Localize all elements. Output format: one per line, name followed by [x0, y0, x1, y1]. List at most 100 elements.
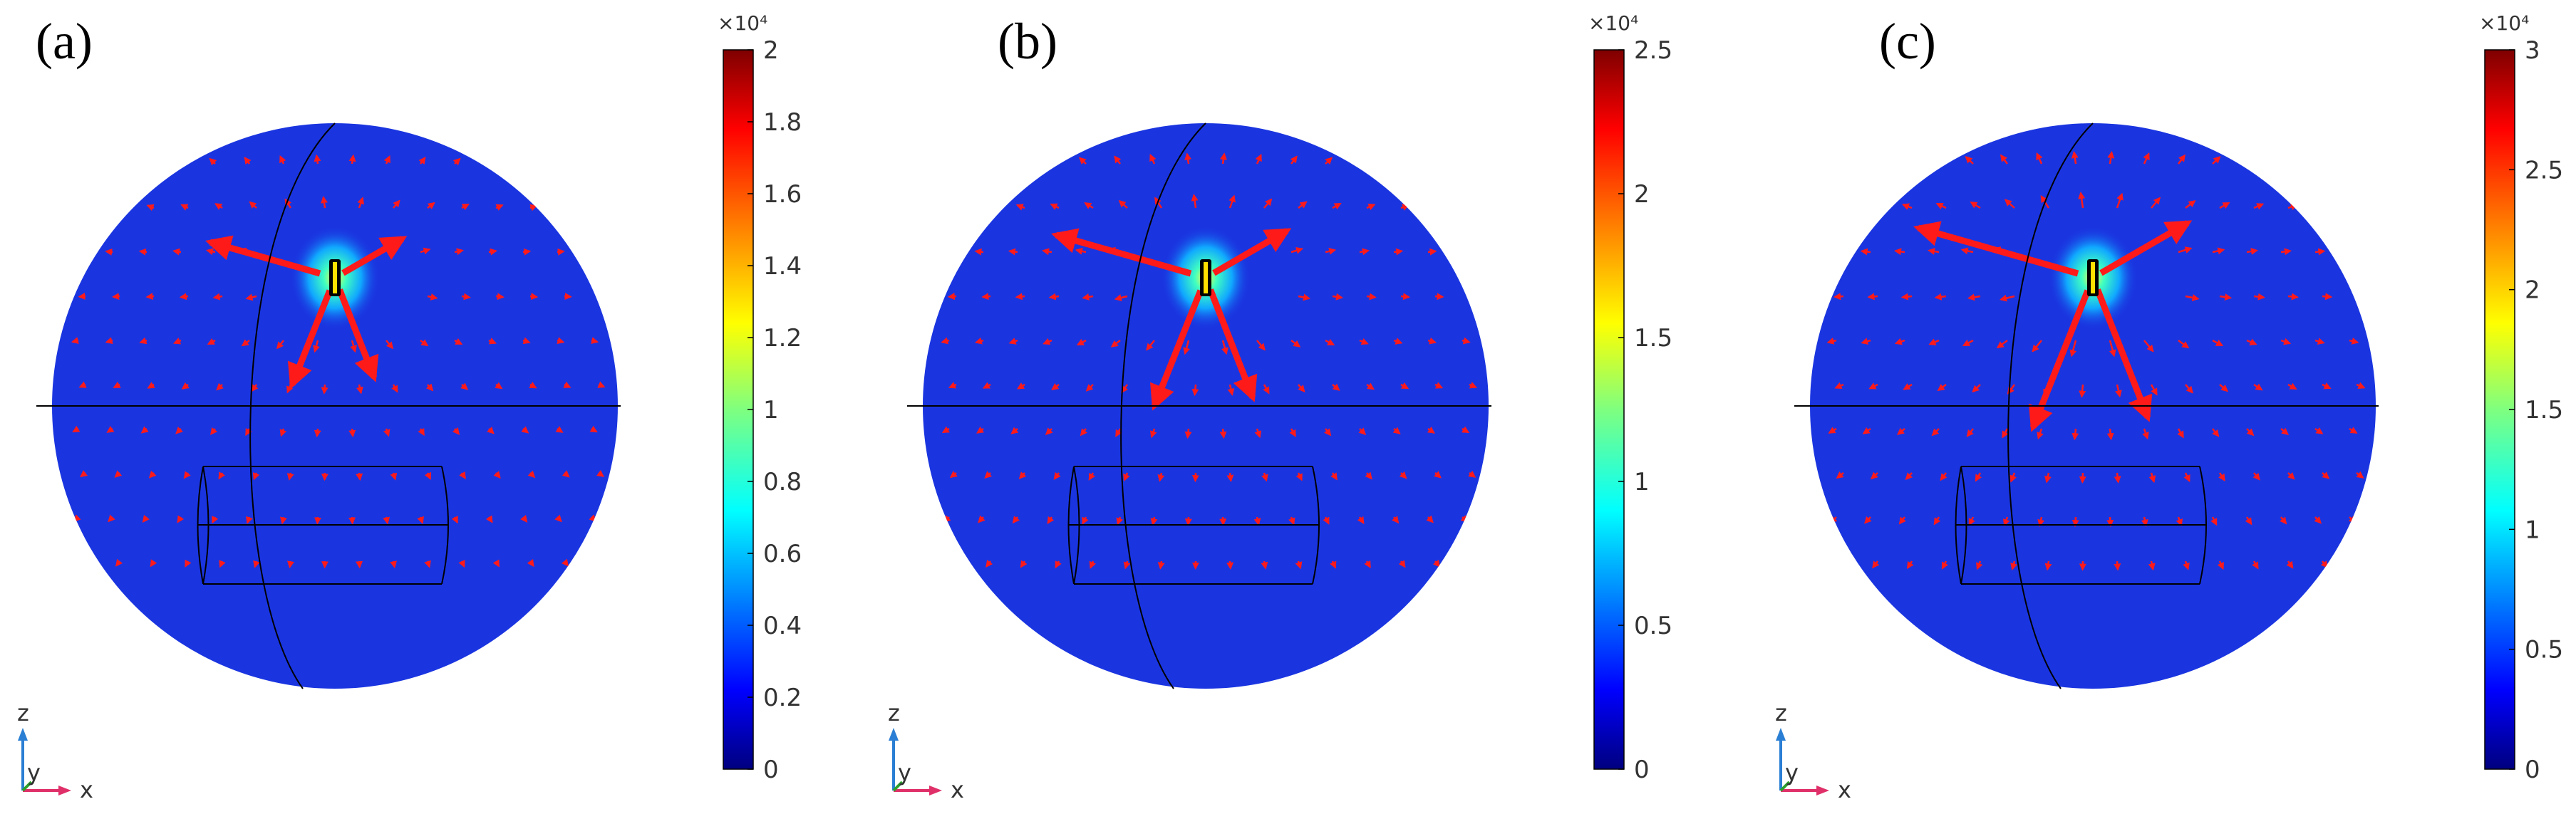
z-arrowhead: [889, 728, 899, 741]
field-arrow: [356, 384, 363, 395]
cylinder-outline: [1067, 466, 1320, 585]
field-arrow: [2246, 428, 2255, 437]
y-axis-arrow: [1779, 781, 1791, 792]
field-arrow: [140, 426, 149, 434]
field-arrow: [2219, 384, 2229, 392]
field-arrow: [941, 426, 950, 434]
field-arrow: [357, 197, 364, 209]
field-arrow: [314, 516, 321, 525]
field-arrow: [1903, 383, 1913, 390]
field-arrow: [984, 471, 992, 479]
field-arrow: [1965, 156, 1974, 165]
field-arrow: [487, 427, 495, 434]
field-arrow: [556, 160, 564, 167]
field-arrow: [1359, 338, 1369, 345]
field-arrow: [348, 428, 356, 438]
field-arrow: [529, 293, 539, 301]
field-arrow: [427, 293, 438, 301]
field-arrow: [1085, 384, 1094, 392]
field-arrow: [150, 559, 157, 568]
field-arrow: [461, 203, 470, 211]
field-arrow: [2314, 427, 2324, 434]
field-arrow: [2356, 293, 2366, 301]
field-arrow: [172, 248, 182, 256]
colorbar-tick-label: 2: [763, 36, 779, 65]
field-arrow: [1427, 337, 1437, 345]
field-arrow: [1937, 383, 1947, 392]
field-arrow: [321, 384, 329, 395]
field-arrow: [488, 248, 497, 256]
field-arrow: [1047, 516, 1055, 525]
field-arrow: [564, 204, 572, 212]
field-arrow: [1253, 516, 1261, 526]
colorbar-tick-label: 1.4: [763, 252, 802, 281]
field-arrow: [2148, 472, 2156, 484]
field-arrow: [986, 560, 993, 568]
field-arrow: [219, 560, 226, 568]
field-arrow: [1184, 428, 1192, 439]
field-arrow: [418, 428, 425, 437]
field-arrow: [314, 428, 321, 438]
field-arrow: [1894, 338, 1905, 345]
field-arrow: [1219, 516, 1227, 526]
field-arrow: [2322, 471, 2330, 479]
field-arrow: [1365, 471, 1372, 480]
field-arrow: [420, 247, 431, 255]
field-arrow: [183, 471, 191, 479]
field-arrow: [2037, 516, 2045, 527]
field-arrow: [1191, 384, 1199, 397]
field-arrow: [424, 471, 431, 480]
field-arrow: [522, 337, 531, 345]
field-arrow: [1864, 516, 1872, 524]
field-arrow: [1298, 384, 1305, 393]
field-arrow: [173, 338, 182, 345]
field-arrow: [1928, 338, 1940, 345]
field-arrow: [321, 196, 328, 209]
colorbar-tick-label: 1: [1634, 468, 1650, 496]
field-arrow: [1012, 516, 1020, 524]
x-arrowhead: [1816, 786, 1829, 795]
field-arrow: [393, 199, 400, 209]
field-arrow: [1868, 382, 1878, 390]
field-arrow: [386, 340, 394, 350]
field-arrow: [1114, 155, 1122, 165]
field-arrow: [2115, 384, 2122, 398]
field-arrow: [1157, 472, 1165, 482]
field-arrow: [1044, 158, 1052, 166]
source-core: [2091, 262, 2095, 293]
field-arrow: [2185, 384, 2193, 394]
field-arrow: [1048, 293, 1060, 301]
field-arrow: [252, 472, 260, 481]
field-arrow: [522, 160, 530, 167]
field-arrow: [1221, 340, 1228, 355]
field-arrow: [527, 470, 536, 479]
x-axis-label: x: [951, 776, 964, 803]
field-arrow: [2314, 248, 2326, 256]
field-arrow: [78, 204, 86, 212]
field-arrow: [1082, 293, 1094, 301]
field-arrow: [80, 470, 88, 478]
field-arrow: [2176, 516, 2183, 527]
field-arrow: [1432, 559, 1441, 568]
z-axis-label: z: [888, 699, 900, 726]
field-arrow: [286, 472, 294, 481]
field-arrow: [1976, 560, 1983, 570]
field-arrow: [71, 337, 79, 344]
field-arrow: [78, 381, 87, 388]
colorbar-tick-label: 0.2: [763, 684, 802, 712]
colorbar-tick-label: 0.6: [763, 540, 802, 568]
field-arrow: [177, 515, 185, 523]
field-arrow: [1080, 428, 1087, 437]
field-arrow: [1332, 202, 1342, 210]
field-arrow: [1872, 560, 1880, 569]
field-arrow: [1227, 384, 1235, 396]
field-arrow: [452, 157, 461, 166]
x-arrowhead: [58, 786, 71, 795]
field-arrow: [2002, 428, 2009, 439]
field-arrow: [1427, 248, 1437, 256]
field-arrow: [2210, 516, 2218, 526]
field-arrow: [112, 204, 120, 212]
field-arrow: [2150, 384, 2158, 396]
field-arrow: [487, 159, 496, 167]
field-arrow: [350, 340, 357, 353]
